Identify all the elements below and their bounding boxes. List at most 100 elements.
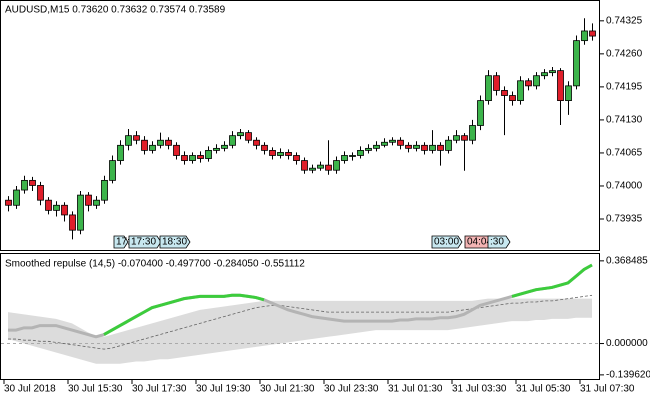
x-tick-label: 30 Jul 15:30 [68,384,123,395]
symbol-header: AUDUSD,M15 0.73620 0.73632 0.73574 0.735… [5,5,226,16]
candle-body [373,144,380,149]
x-tick-label: 31 Jul 05:30 [516,384,571,395]
time-marker-label: 17: [116,237,130,248]
candle-body [461,135,468,141]
time-marker [159,235,191,249]
candle-body [221,144,228,149]
x-tick-label: 30 Jul 17:30 [132,384,187,395]
candle-body [13,189,20,206]
time-marker-label: :30 [490,237,504,248]
time-marker-label: 18:30 [162,237,187,248]
candle-body [29,179,36,186]
candle-body [61,204,68,216]
candle-body [285,152,292,156]
candle-body [301,160,308,171]
y-tick-label: 0.74260 [606,48,643,59]
x-tick-label: 31 Jul 01:30 [388,384,443,395]
band [8,298,592,364]
x-tick-label: 30 Jul 21:30 [260,384,315,395]
candle-body [205,149,212,159]
candle-body [245,132,252,141]
candle-body [165,139,172,146]
y-tick-label: 0.74195 [606,82,643,93]
candle-body [229,135,236,146]
candle-body [389,139,396,143]
candle-body [189,155,196,161]
candle-body [293,155,300,161]
candle-body [173,144,180,156]
candle-body [509,95,516,101]
candle-body [77,194,84,231]
x-tick-label: 30 Jul 2018 [4,384,56,395]
candle-body [581,30,588,42]
candle-body [485,75,492,101]
candle-body [85,194,92,206]
candle-body [157,139,164,146]
candle-body [181,155,188,161]
time-marker [113,235,129,249]
candle-body [141,139,148,151]
candle-body [53,204,60,211]
y-tick-label: 0.74065 [606,148,643,159]
candle-body [477,100,484,126]
candle-body [413,144,420,149]
candle-body [517,80,524,101]
candle-body [253,139,260,146]
time-marker-label: 04:04 [467,237,492,248]
candle-body [421,144,428,151]
candle-body [589,30,596,37]
candle-body [493,75,500,91]
time-marker-label: 03:00 [434,237,459,248]
candle-body [445,139,452,151]
candle-body [5,199,12,206]
candle-body [109,160,116,181]
main-panel [0,0,600,251]
indicator-header: Smoothed repulse (14,5) -0.070400 -0.497… [5,259,305,270]
candle-body [309,167,316,171]
candle-body [469,125,476,141]
candle-body [269,149,276,156]
y-tick-label: 0.368485 [606,255,648,266]
candle-body [357,149,364,156]
candle-body [437,144,444,151]
candle-body [541,72,548,77]
candle-body [565,85,572,102]
candle-body [325,164,332,171]
x-tick-label: 31 Jul 03:30 [452,384,507,395]
candle-body [149,144,156,151]
candle-body [117,144,124,161]
candle-body [381,141,388,146]
candle-body [197,155,204,159]
candle-body [365,147,372,151]
candle-body [341,155,348,161]
candle-body [37,185,44,201]
candle-body [93,199,100,206]
candle-body [533,75,540,87]
candle-body [405,144,412,149]
time-marker [487,235,511,249]
candle-body [573,40,580,87]
candle-body [101,179,108,201]
candle-body [45,199,52,211]
plot: 0.74325 0.74260 0.74195 0.74130 0.74065 0.740… [1,15,650,395]
time-marker-label: 17:30 [131,237,156,248]
candle-body [333,160,340,171]
y-tick-label: 0.74325 [606,15,643,26]
candle-body [237,132,244,137]
candle-body [453,135,460,141]
y-tick-label: 0.74000 [606,181,643,192]
x-tick-label: 30 Jul 19:30 [196,384,251,395]
candle-body [429,144,436,151]
candle-body [261,144,268,151]
candle-body [501,90,508,96]
candle-body [125,135,132,146]
main-line-up [103,293,265,336]
candle-body [349,155,356,157]
y-tick-label: 0.74130 [606,115,643,126]
candle-body [277,152,284,156]
candle-body [69,214,76,231]
y-tick-label: 0.000000 [606,338,648,349]
candle-body [525,80,532,87]
x-tick-label: 30 Jul 23:30 [324,384,379,395]
